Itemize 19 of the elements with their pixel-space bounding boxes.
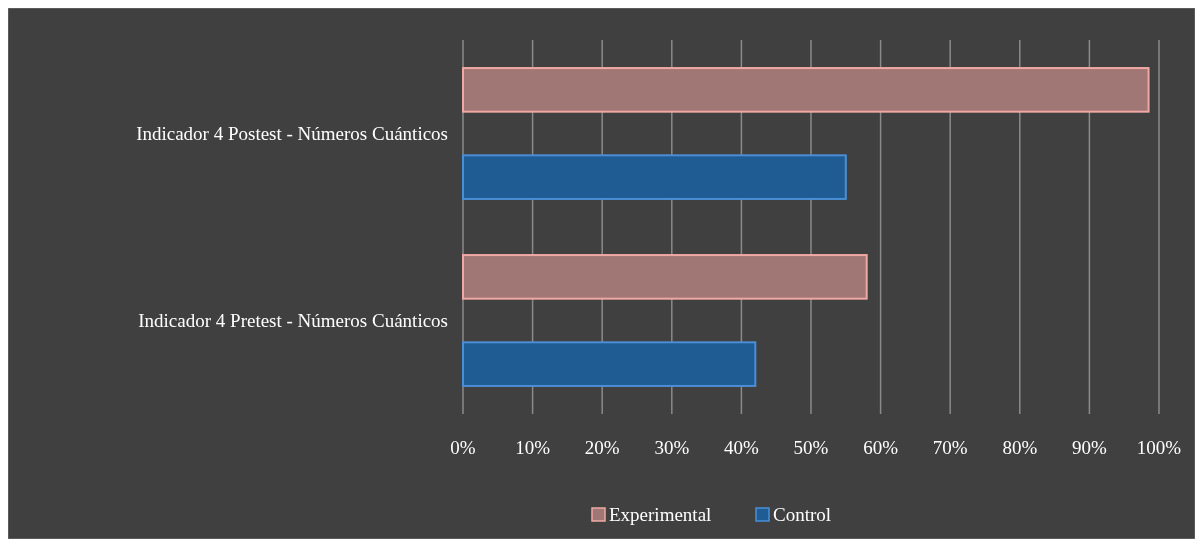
x-tick-label: 60% bbox=[863, 437, 899, 458]
x-tick-label: 10% bbox=[515, 437, 551, 458]
x-tick-label: 90% bbox=[1071, 437, 1107, 458]
x-tick-label: 50% bbox=[793, 437, 829, 458]
legend-label: Control bbox=[773, 504, 832, 525]
bar bbox=[462, 341, 757, 387]
bar bbox=[462, 254, 868, 300]
x-tick-label: 70% bbox=[932, 437, 968, 458]
x-tick-label: 0% bbox=[450, 437, 476, 458]
legend-label: Experimental bbox=[609, 504, 712, 525]
x-tick-label: 30% bbox=[654, 437, 690, 458]
x-tick-label: 40% bbox=[723, 437, 759, 458]
y-tick-label: Indicador 4 Pretest - Números Cuánticos bbox=[138, 310, 448, 332]
x-tick-label: 100% bbox=[1136, 437, 1182, 458]
x-tick-label: 80% bbox=[1002, 437, 1038, 458]
bar bbox=[462, 67, 1150, 113]
bar bbox=[462, 154, 847, 200]
x-tick-label: 20% bbox=[584, 437, 620, 458]
y-tick-label: Indicador 4 Postest - Números Cuánticos bbox=[136, 123, 448, 145]
